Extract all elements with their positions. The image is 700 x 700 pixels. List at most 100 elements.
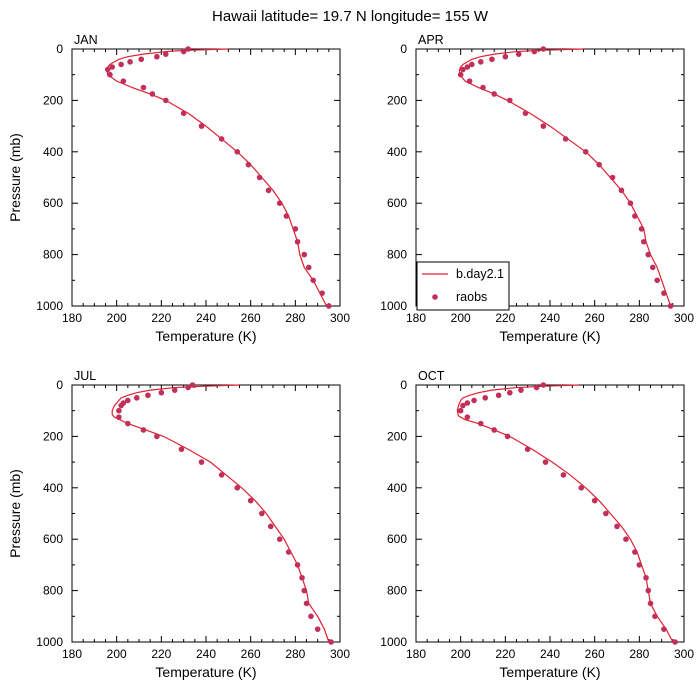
y-tick-label-jan: 800 bbox=[43, 248, 63, 262]
x-tick-label-apr: 240 bbox=[540, 311, 560, 325]
plot-frame-jul bbox=[71, 384, 341, 643]
obs-point-jan bbox=[127, 59, 133, 65]
x-tick-label-jul: 240 bbox=[196, 647, 216, 661]
y-tick-label-oct: 200 bbox=[387, 429, 407, 443]
obs-point-oct bbox=[460, 402, 466, 409]
y-tick-label-oct: 600 bbox=[387, 532, 407, 546]
obs-point-jul bbox=[158, 389, 165, 396]
obs-point-jan bbox=[185, 46, 191, 52]
obs-point-apr bbox=[464, 64, 471, 70]
obs-point-jan bbox=[326, 303, 332, 309]
model-line-oct bbox=[456, 384, 674, 643]
panel-label-oct: OCT bbox=[418, 369, 445, 383]
obs-point-jan bbox=[163, 51, 169, 57]
obs-point-jan bbox=[256, 174, 263, 181]
panel-label-jul: JUL bbox=[74, 369, 96, 383]
y-tick-label-jan: 400 bbox=[43, 145, 63, 159]
x-tick-label-apr: 220 bbox=[495, 311, 515, 325]
obs-point-jul bbox=[133, 395, 140, 401]
obs-point-oct bbox=[614, 523, 620, 530]
obs-point-apr bbox=[540, 123, 547, 129]
obs-point-oct bbox=[540, 382, 547, 388]
obs-point-apr bbox=[515, 51, 522, 57]
y-tick-label-oct: 0 bbox=[400, 378, 407, 392]
obs-point-apr bbox=[460, 66, 466, 73]
obs-point-jan bbox=[138, 56, 145, 63]
x-tick-label-apr: 180 bbox=[406, 311, 426, 325]
obs-point-jan bbox=[310, 277, 317, 284]
panel-label-jan: JAN bbox=[74, 33, 98, 47]
obs-point-apr bbox=[649, 264, 656, 271]
obs-point-jan bbox=[292, 226, 299, 232]
obs-point-jan bbox=[104, 66, 111, 73]
obs-point-jul bbox=[171, 387, 178, 393]
obs-point-jan bbox=[283, 213, 290, 219]
y-tick-label-apr: 400 bbox=[387, 145, 407, 159]
obs-point-jul bbox=[247, 497, 254, 504]
obs-point-oct bbox=[518, 387, 524, 393]
obs-point-oct bbox=[560, 472, 567, 478]
y-tick-label-jul: 1000 bbox=[36, 635, 63, 649]
y-tick-label-oct: 400 bbox=[387, 481, 407, 495]
legend-model-label: b.day2.1 bbox=[456, 267, 504, 281]
y-axis-title-jul: Pressure (mb) bbox=[7, 469, 23, 558]
x-tick-label-jul: 300 bbox=[330, 647, 350, 661]
x-tick-label-jan: 300 bbox=[330, 311, 350, 325]
y-tick-label-apr: 0 bbox=[400, 42, 407, 56]
obs-point-jul bbox=[154, 433, 160, 440]
obs-point-jul bbox=[116, 414, 122, 420]
obs-point-oct bbox=[495, 392, 502, 399]
obs-point-apr bbox=[661, 290, 667, 296]
obs-point-jan bbox=[118, 61, 124, 68]
panels: 180 200 220 240 260 280 300 0 200 400 600 800 1000 JA… bbox=[7, 33, 694, 680]
y-tick-label-jul: 400 bbox=[43, 481, 63, 495]
obs-point-oct bbox=[645, 587, 652, 594]
obs-point-jul bbox=[299, 574, 305, 581]
obs-point-apr bbox=[522, 110, 529, 117]
obs-point-jan bbox=[149, 91, 156, 97]
obs-point-jan bbox=[140, 84, 147, 91]
x-tick-label-jan: 260 bbox=[241, 311, 261, 325]
obs-point-jul bbox=[189, 382, 196, 388]
obs-point-jan bbox=[305, 264, 312, 271]
obs-point-jul bbox=[308, 613, 314, 620]
obs-point-oct bbox=[504, 433, 511, 440]
x-tick-label-oct: 200 bbox=[451, 647, 471, 661]
panel-jul: 180 200 220 240 260 280 300 0 200 400 600 800 1000 JU… bbox=[7, 369, 350, 680]
panel-oct: 180 200 220 240 260 280 300 0 200 400 600 800 1000 OC… bbox=[380, 369, 694, 680]
panel-label-apr: APR bbox=[418, 33, 444, 47]
obs-point-apr bbox=[667, 303, 674, 309]
obs-point-jul bbox=[294, 562, 301, 568]
x-tick-label-jul: 180 bbox=[62, 647, 82, 661]
obs-point-jan bbox=[154, 53, 160, 60]
y-tick-label-jul: 0 bbox=[56, 378, 63, 392]
obs-point-apr bbox=[654, 277, 660, 284]
y-tick-label-jul: 800 bbox=[43, 584, 63, 598]
plot-frame-oct bbox=[415, 384, 685, 643]
obs-point-apr bbox=[627, 200, 634, 206]
y-tick-label-apr: 200 bbox=[387, 93, 407, 107]
x-tick-label-jul: 280 bbox=[285, 647, 305, 661]
y-tick-label-jul: 600 bbox=[43, 532, 63, 546]
obs-point-jul bbox=[218, 472, 225, 478]
x-tick-label-oct: 220 bbox=[495, 647, 515, 661]
model-line-jan bbox=[105, 48, 328, 307]
obs-point-oct bbox=[652, 613, 658, 620]
obs-point-apr bbox=[596, 161, 602, 168]
obs-point-jan bbox=[294, 238, 301, 245]
obs-point-apr bbox=[480, 84, 486, 91]
y-tick-label-jan: 200 bbox=[43, 93, 63, 107]
obs-point-jan bbox=[265, 187, 272, 194]
obs-point-jan bbox=[120, 78, 127, 84]
obs-point-oct bbox=[661, 626, 667, 632]
obs-point-oct bbox=[507, 389, 513, 396]
obs-point-oct bbox=[647, 600, 654, 607]
obs-point-oct bbox=[643, 574, 649, 581]
obs-point-jul bbox=[140, 427, 147, 433]
obs-point-jan bbox=[245, 161, 252, 168]
y-tick-label-apr: 800 bbox=[387, 248, 407, 262]
x-tick-label-apr: 280 bbox=[629, 311, 649, 325]
y-tick-label-apr: 1000 bbox=[380, 299, 407, 313]
obs-point-apr bbox=[469, 61, 475, 68]
obs-point-jan bbox=[319, 290, 325, 296]
